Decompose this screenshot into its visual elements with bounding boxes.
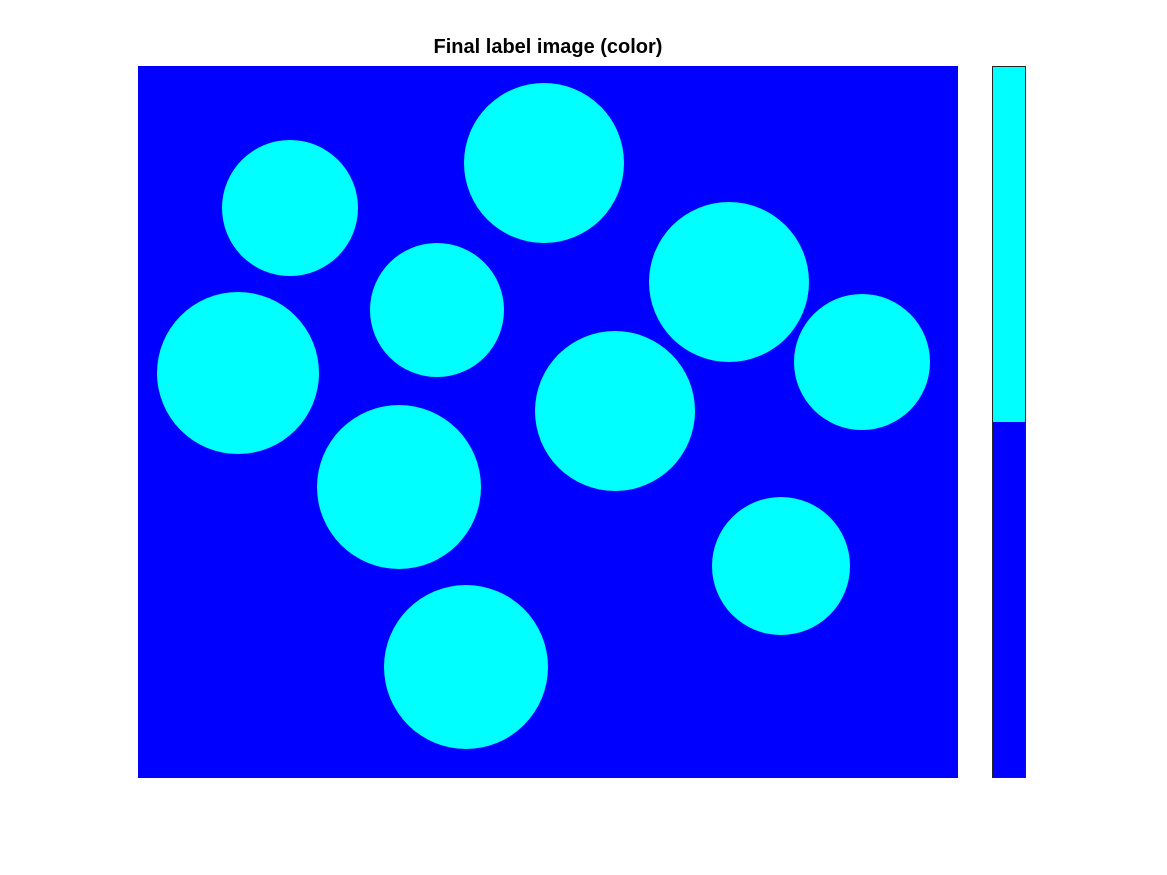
labeled-object [157,292,319,454]
labeled-object [649,202,809,362]
labeled-object [370,243,504,377]
labeled-object [222,140,358,276]
colorbar-level-high [993,67,1025,422]
colorbar-level-low [993,422,1025,777]
label-image [138,66,958,778]
labeled-object [535,331,695,491]
label-image-axes [138,66,958,778]
figure-title: Final label image (color) [433,36,663,58]
colorbar [992,66,1026,778]
labeled-object [464,83,624,243]
labeled-object [384,585,548,749]
labeled-object [712,497,850,635]
labeled-object [794,294,930,430]
labeled-object [317,405,481,569]
